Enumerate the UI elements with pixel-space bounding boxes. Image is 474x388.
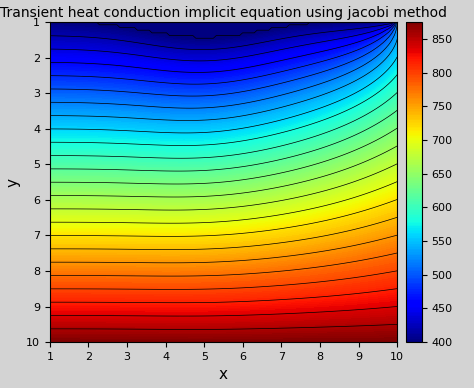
Y-axis label: y: y <box>6 178 20 187</box>
Title: Transient heat conduction implicit equation using jacobi method: Transient heat conduction implicit equat… <box>0 5 447 19</box>
X-axis label: x: x <box>219 367 228 383</box>
